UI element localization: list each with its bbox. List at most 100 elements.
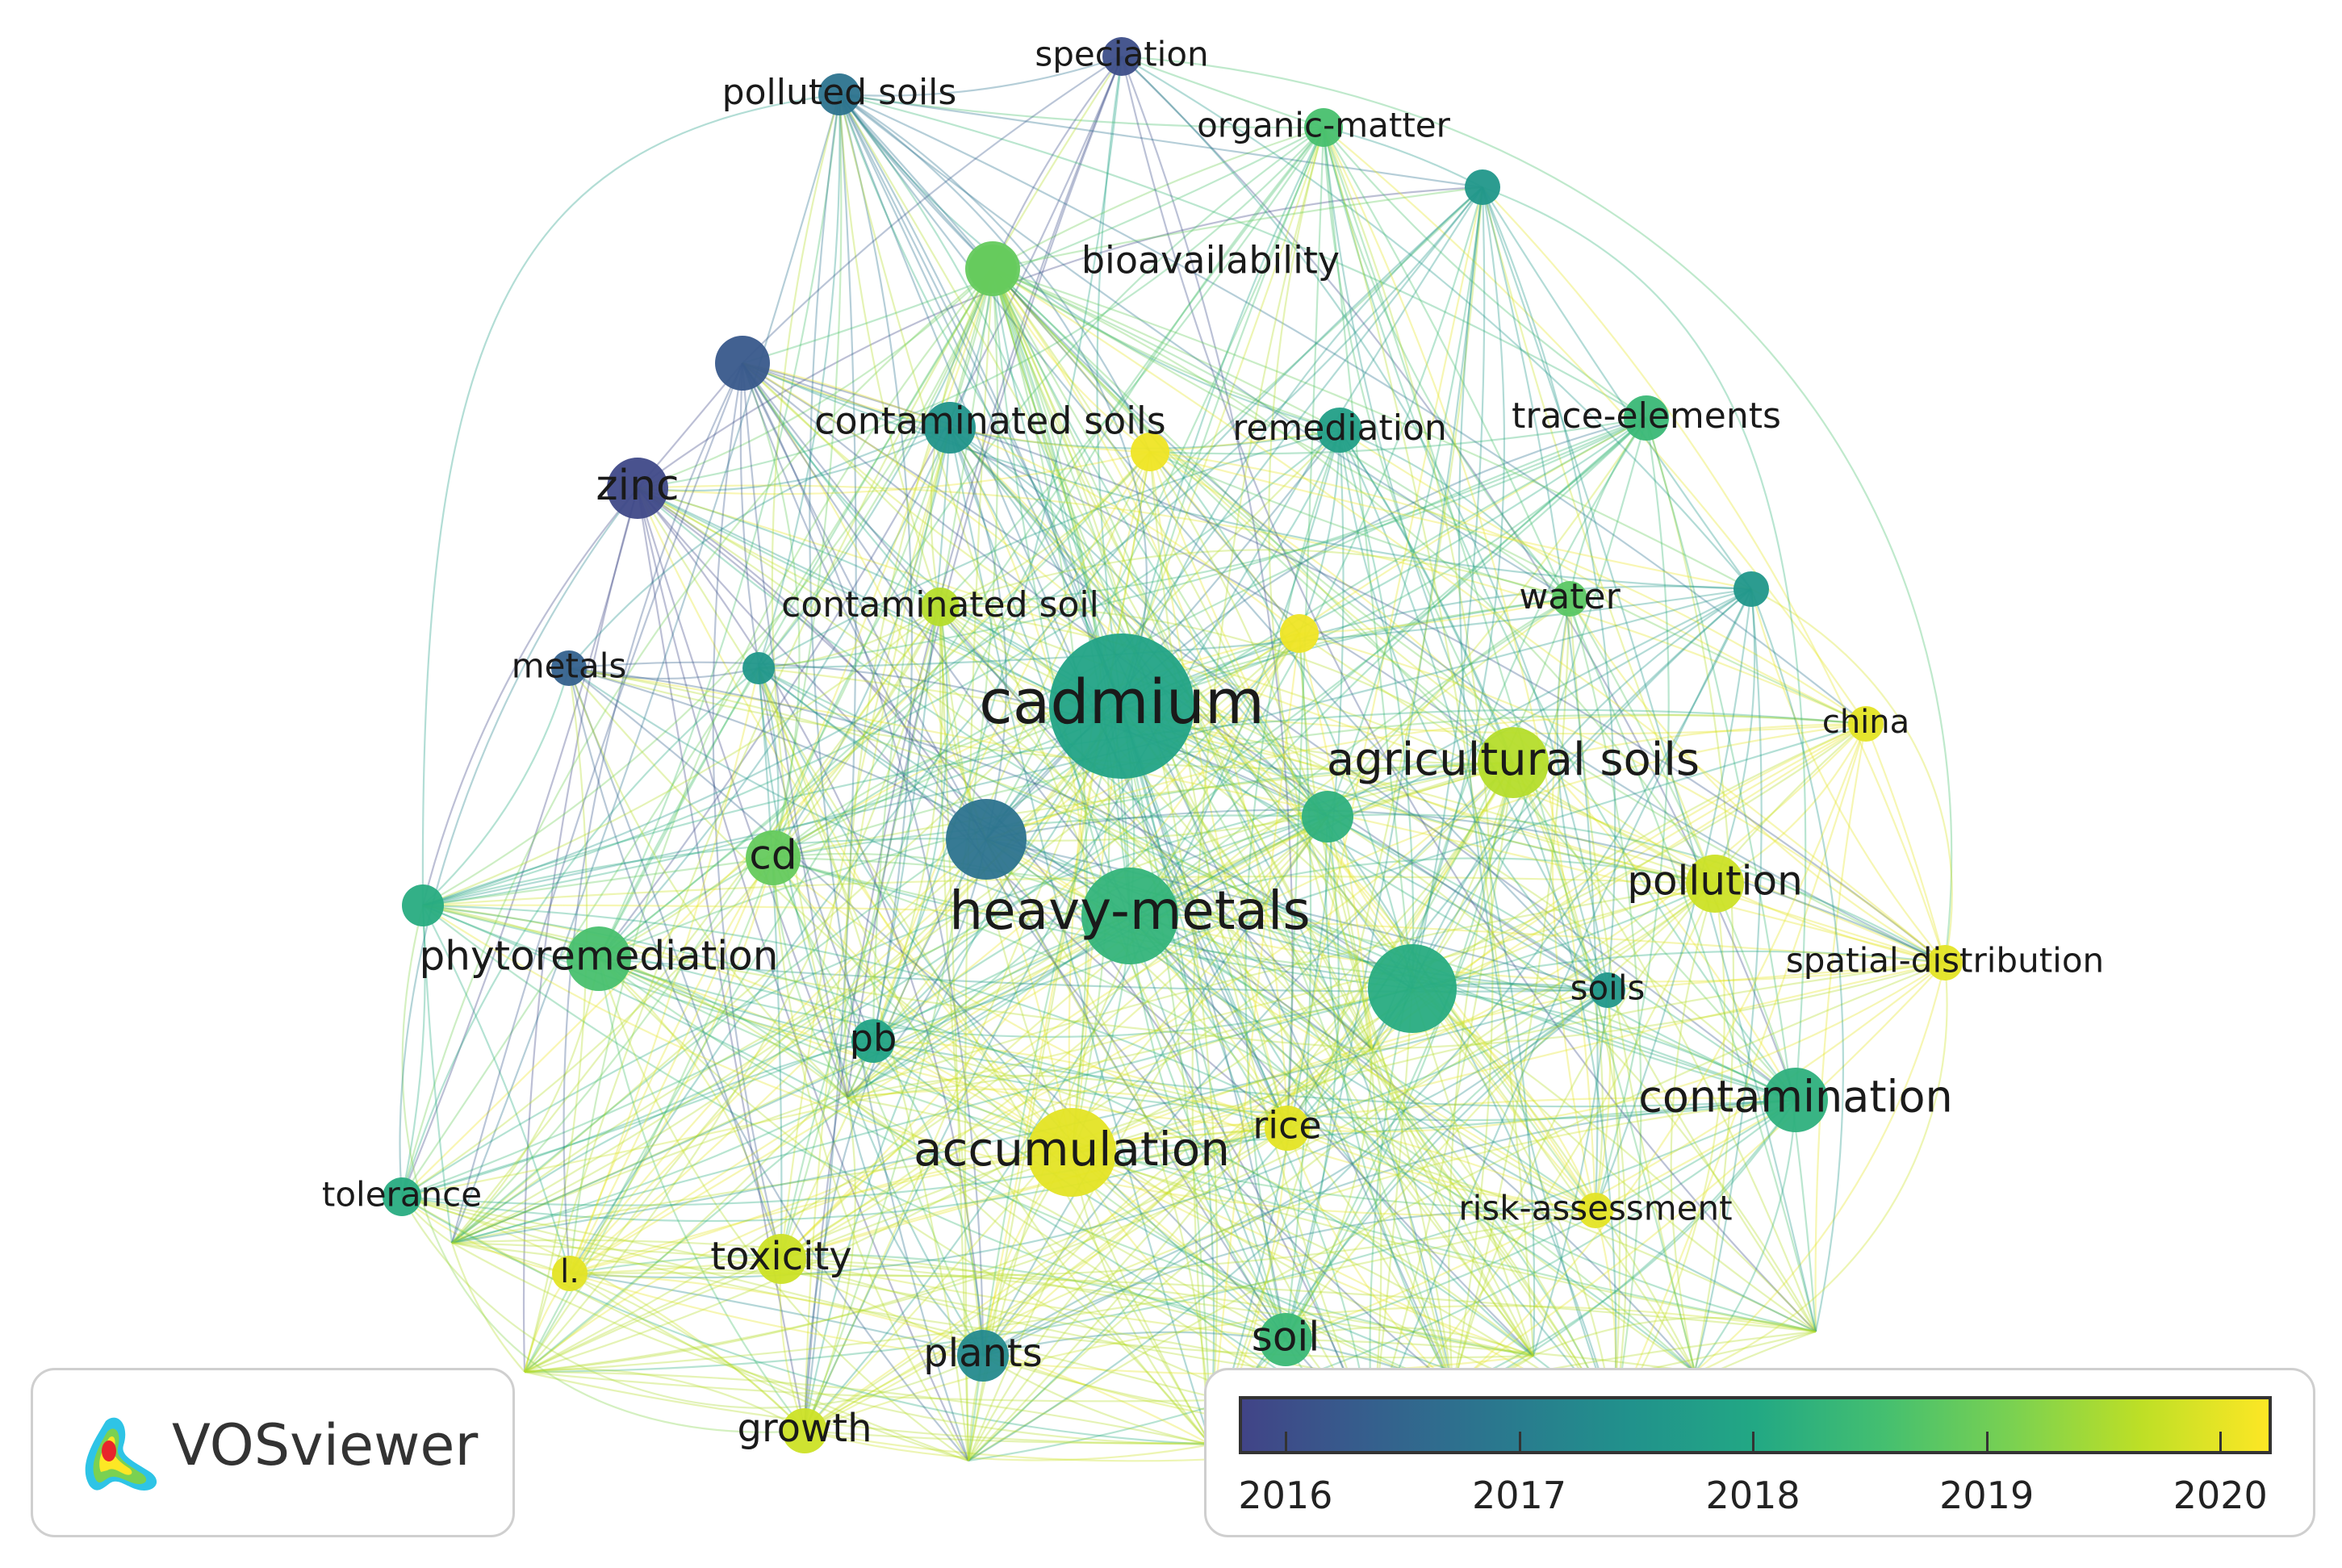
node-rice[interactable] xyxy=(1265,1106,1310,1151)
network-edge xyxy=(872,1039,1534,1357)
node-u6[interactable] xyxy=(1465,169,1500,205)
node-u9[interactable] xyxy=(1131,433,1169,471)
node-u7[interactable] xyxy=(1733,571,1769,607)
label-agricultural-soils[interactable]: agricultural soils xyxy=(1327,734,1700,786)
network-edge xyxy=(1121,705,1716,885)
node-growth[interactable] xyxy=(782,1408,827,1453)
node-contaminated-soils[interactable] xyxy=(924,402,976,454)
network-edge xyxy=(780,427,951,1260)
network-edge xyxy=(1285,1048,1374,1340)
node-u10[interactable] xyxy=(1280,614,1319,653)
node-water[interactable] xyxy=(1552,581,1587,617)
label-polluted-soils[interactable]: polluted soils xyxy=(722,72,957,113)
node-metals[interactable] xyxy=(551,650,587,686)
label-contaminated-soil[interactable]: contaminated soil xyxy=(781,584,1099,625)
network-edge xyxy=(847,838,988,1098)
node-contaminated-soil[interactable] xyxy=(921,587,960,626)
network-edge xyxy=(847,588,1752,1098)
node-u2[interactable] xyxy=(1368,944,1457,1033)
label-phytoremediation[interactable]: phytoremediation xyxy=(420,933,779,980)
network-edge xyxy=(451,882,1716,1244)
network-nodes xyxy=(383,37,1963,1453)
network-edge xyxy=(524,1370,1211,1446)
network-edge xyxy=(772,94,843,859)
node-u8[interactable] xyxy=(402,884,444,926)
node-u11[interactable] xyxy=(742,652,775,684)
network-edge xyxy=(872,427,951,1042)
network-edge xyxy=(804,1048,1373,1432)
label-growth[interactable]: growth xyxy=(737,1406,872,1451)
label-soils[interactable]: soils xyxy=(1570,968,1646,1008)
network-edge xyxy=(939,549,1570,608)
label-spatial-distribution[interactable]: spatial-distribution xyxy=(1786,941,2104,981)
node-tolerance[interactable] xyxy=(383,1177,421,1216)
node-organic-matter[interactable] xyxy=(1304,108,1343,147)
node-heavy-metals[interactable] xyxy=(1081,868,1178,964)
network-edge xyxy=(1326,816,1382,1437)
network-edge xyxy=(1071,723,1867,1154)
label-l[interactable]: l. xyxy=(560,1253,579,1290)
node-remediation[interactable] xyxy=(1317,408,1362,453)
node-spatial-distribution[interactable] xyxy=(1927,945,1963,981)
node-polluted-soils[interactable] xyxy=(818,73,860,115)
node-pb[interactable] xyxy=(851,1019,895,1063)
node-trace-elements[interactable] xyxy=(1624,395,1669,441)
label-remediation[interactable]: remediation xyxy=(1232,408,1447,449)
node-soil[interactable] xyxy=(1259,1313,1312,1366)
node-accumulation[interactable] xyxy=(1027,1108,1116,1197)
label-risk-assessment[interactable]: risk-assessment xyxy=(1458,1189,1732,1228)
node-l[interactable] xyxy=(552,1256,588,1291)
label-accumulation[interactable]: accumulation xyxy=(914,1122,1230,1177)
label-metals[interactable]: metals xyxy=(512,646,627,686)
node-soils[interactable] xyxy=(1590,972,1625,1008)
label-heavy-metals[interactable]: heavy-metals xyxy=(949,880,1311,942)
label-cadmium[interactable]: cadmium xyxy=(979,666,1265,738)
network-edge xyxy=(939,606,1534,1357)
label-soil[interactable]: soil xyxy=(1252,1314,1319,1361)
node-risk-assessment[interactable] xyxy=(1578,1193,1613,1228)
label-contamination[interactable]: contamination xyxy=(1638,1072,1953,1123)
node-speciation[interactable] xyxy=(1102,37,1141,76)
label-water[interactable]: water xyxy=(1519,576,1621,617)
node-pollution[interactable] xyxy=(1686,855,1744,913)
label-tolerance[interactable]: tolerance xyxy=(322,1175,482,1215)
label-rice[interactable]: rice xyxy=(1253,1104,1321,1148)
network-edge xyxy=(992,268,1514,763)
label-contaminated-soils[interactable]: contaminated soils xyxy=(814,399,1166,443)
node-u3[interactable] xyxy=(1302,791,1353,843)
network-edge xyxy=(1286,962,1946,1133)
label-toxicity[interactable]: toxicity xyxy=(710,1234,851,1279)
node-agricultural-soils[interactable] xyxy=(1478,727,1549,798)
network-edge xyxy=(712,362,783,1260)
label-trace-elements[interactable]: trace-elements xyxy=(1512,395,1781,437)
label-speciation[interactable]: speciation xyxy=(1035,35,1208,74)
network-edge xyxy=(1129,914,1946,983)
node-cadmium[interactable] xyxy=(1049,633,1194,779)
network-edge xyxy=(780,1257,1534,1357)
label-organic-matter[interactable]: organic-matter xyxy=(1197,106,1451,145)
network-edge xyxy=(401,905,805,1433)
node-phytoremediation[interactable] xyxy=(567,926,631,991)
node-u1[interactable] xyxy=(946,799,1027,880)
colorbar-tick-label: 2017 xyxy=(1471,1474,1567,1517)
label-cd[interactable]: cd xyxy=(749,832,797,879)
node-contamination[interactable] xyxy=(1763,1068,1828,1132)
network-edge xyxy=(739,362,875,1042)
label-china[interactable]: china xyxy=(1822,704,1909,741)
node-u5[interactable] xyxy=(965,241,1020,296)
node-cd[interactable] xyxy=(746,830,801,885)
network-edge xyxy=(1284,186,1484,1340)
label-plants[interactable]: plants xyxy=(923,1331,1042,1376)
label-pb[interactable]: pb xyxy=(850,1017,897,1060)
network-edge xyxy=(780,417,1647,1260)
label-bioavailability[interactable]: bioavailability xyxy=(1081,239,1340,282)
node-zinc[interactable] xyxy=(607,458,668,519)
label-pollution[interactable]: pollution xyxy=(1627,858,1803,905)
node-toxicity[interactable] xyxy=(756,1234,806,1284)
network-edge xyxy=(422,667,571,906)
node-china[interactable] xyxy=(1848,706,1884,742)
network-edge xyxy=(1322,127,1570,600)
node-plants[interactable] xyxy=(957,1330,1009,1382)
label-zinc[interactable]: zinc xyxy=(596,462,679,510)
node-u4[interactable] xyxy=(715,336,770,391)
